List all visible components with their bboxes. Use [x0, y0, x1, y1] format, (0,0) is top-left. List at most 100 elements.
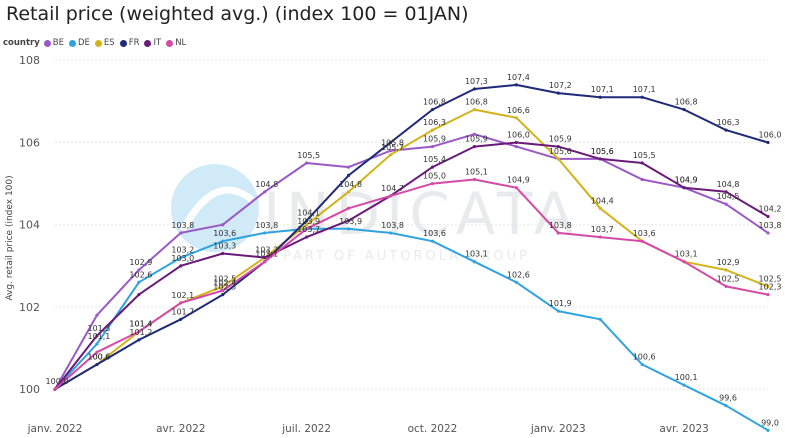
data-point-de[interactable] [263, 231, 267, 235]
data-point-es[interactable] [346, 190, 351, 194]
data-point-be[interactable] [346, 165, 351, 169]
data-point-fr[interactable] [724, 128, 728, 132]
data-point-es[interactable] [305, 223, 309, 227]
legend-item-it[interactable]: IT [144, 38, 161, 48]
data-point-it[interactable] [430, 165, 435, 169]
legend-item-de[interactable]: DE [68, 38, 90, 48]
data-point-es[interactable] [766, 284, 770, 289]
data-point-be[interactable] [137, 268, 141, 272]
data-point-fr[interactable] [430, 107, 435, 112]
data-point-it[interactable] [766, 214, 770, 219]
data-point-it[interactable] [179, 264, 183, 268]
data-point-be[interactable] [430, 144, 435, 149]
data-point-it[interactable] [346, 219, 351, 223]
data-point-nl[interactable] [179, 301, 183, 305]
data-point-es[interactable] [724, 268, 728, 272]
data-point-be[interactable] [263, 190, 267, 194]
series-line-be[interactable] [54, 133, 769, 390]
data-point-it[interactable] [514, 140, 518, 145]
data-point-de[interactable] [388, 231, 393, 235]
data-point-de[interactable] [766, 428, 770, 432]
data-point-es[interactable] [221, 284, 225, 289]
data-point-fr[interactable] [598, 95, 602, 99]
data-point-nl[interactable] [472, 177, 477, 182]
data-point-be[interactable] [221, 223, 225, 227]
data-point-es[interactable] [598, 206, 602, 210]
data-point-it[interactable] [221, 251, 225, 256]
data-point-be[interactable] [640, 177, 644, 182]
data-point-nl[interactable] [598, 235, 602, 239]
data-point-es[interactable] [514, 116, 518, 120]
data-point-nl[interactable] [514, 186, 518, 190]
data-point-fr[interactable] [766, 140, 770, 145]
data-point-it[interactable] [640, 161, 644, 165]
data-point-be[interactable] [724, 202, 728, 206]
data-point-fr[interactable] [388, 140, 393, 145]
legend-item-be[interactable]: BE [43, 38, 64, 48]
data-point-nl[interactable] [766, 293, 770, 297]
data-point-es[interactable] [556, 157, 560, 161]
data-point-es[interactable] [472, 107, 477, 112]
data-point-fr[interactable] [472, 87, 477, 91]
data-point-nl[interactable] [388, 194, 393, 198]
data-point-it[interactable] [724, 190, 728, 194]
data-point-nl[interactable] [263, 260, 267, 264]
data-point-es[interactable] [388, 153, 393, 157]
data-point-it[interactable] [598, 157, 602, 161]
data-point-be[interactable] [472, 132, 477, 136]
data-point-de[interactable] [514, 280, 518, 284]
data-point-it[interactable] [682, 186, 686, 190]
data-point-it[interactable] [95, 334, 99, 338]
data-point-nl[interactable] [95, 350, 99, 354]
data-point-de[interactable] [472, 260, 477, 264]
data-point-de[interactable] [640, 362, 644, 367]
data-point-de[interactable] [179, 256, 183, 260]
data-point-it[interactable] [137, 293, 141, 297]
data-point-fr[interactable] [514, 83, 518, 87]
data-point-nl[interactable] [137, 330, 141, 334]
series-line-fr[interactable] [54, 83, 769, 391]
series-line-de[interactable] [54, 227, 769, 432]
data-point-nl[interactable] [724, 284, 728, 289]
data-point-fr[interactable] [305, 219, 309, 223]
data-point-be[interactable] [179, 231, 183, 235]
data-point-fr[interactable] [221, 293, 225, 297]
data-point-es[interactable] [430, 128, 435, 132]
data-point-nl[interactable] [682, 260, 686, 264]
data-point-nl[interactable] [346, 206, 351, 210]
data-point-nl[interactable] [53, 387, 57, 391]
data-point-be[interactable] [388, 149, 393, 153]
series-line-nl[interactable] [54, 178, 769, 390]
data-point-fr[interactable] [556, 91, 560, 95]
series-line-it[interactable] [54, 141, 769, 390]
data-point-it[interactable] [472, 144, 477, 149]
data-point-de[interactable] [724, 404, 728, 408]
data-point-de[interactable] [95, 342, 99, 346]
legend-item-es[interactable]: ES [94, 38, 115, 48]
data-point-be[interactable] [305, 161, 309, 165]
data-point-be[interactable] [95, 313, 99, 317]
data-point-fr[interactable] [179, 317, 183, 321]
data-point-de[interactable] [346, 227, 351, 231]
data-point-fr[interactable] [137, 338, 141, 342]
data-point-de[interactable] [556, 309, 560, 313]
legend-item-nl[interactable]: NL [166, 38, 186, 48]
data-point-de[interactable] [430, 239, 435, 243]
data-point-nl[interactable] [640, 239, 644, 243]
data-point-nl[interactable] [221, 288, 225, 293]
data-point-it[interactable] [556, 144, 560, 149]
data-point-fr[interactable] [682, 107, 686, 112]
data-point-de[interactable] [221, 239, 225, 243]
data-point-it[interactable] [263, 256, 267, 260]
data-point-fr[interactable] [346, 173, 351, 177]
data-point-nl[interactable] [556, 231, 560, 235]
data-point-de[interactable] [137, 280, 141, 284]
legend-item-fr[interactable]: FR [119, 38, 139, 48]
data-point-nl[interactable] [430, 181, 435, 186]
data-point-de[interactable] [598, 317, 602, 321]
data-point-fr[interactable] [640, 95, 644, 99]
data-point-nl[interactable] [305, 227, 309, 231]
data-point-it[interactable] [305, 235, 309, 239]
data-point-fr[interactable] [95, 362, 99, 367]
data-point-be[interactable] [514, 144, 518, 149]
